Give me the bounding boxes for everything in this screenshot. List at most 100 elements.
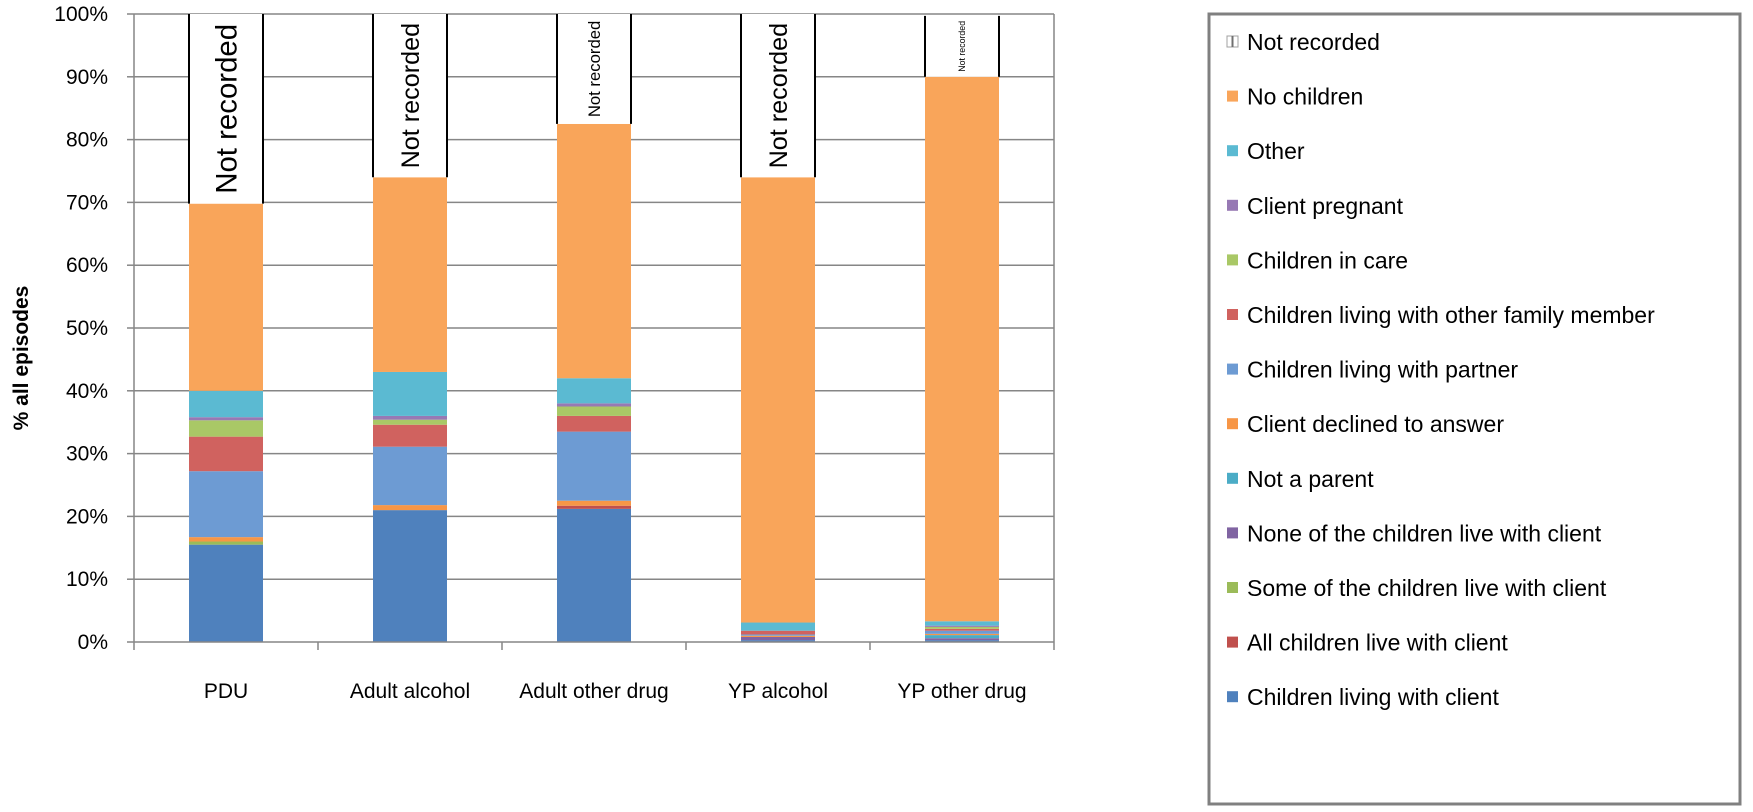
bar-segment-not-recorded	[373, 14, 447, 178]
y-tick-label: 0%	[78, 631, 108, 654]
y-tick-label: 30%	[66, 443, 108, 466]
x-category-label: Adult alcohol	[350, 680, 470, 703]
y-tick-label: 80%	[66, 129, 108, 152]
bar-segment-not-recorded	[189, 14, 263, 204]
legend-label: Other	[1247, 138, 1305, 164]
not-recorded-annotation: Not recorded	[765, 23, 793, 169]
bar-segment-no-children	[189, 203, 263, 391]
not-recorded-annotation: Not recorded	[585, 21, 604, 117]
legend-label: Not recorded	[1247, 29, 1380, 55]
y-tick-label: 10%	[66, 568, 108, 591]
bar-segment-children-in-care	[925, 626, 999, 629]
bar-segment-client-pregnant	[189, 417, 263, 421]
bar-segment-children-living-with-partner	[557, 431, 631, 501]
y-tick-label: 60%	[66, 254, 108, 277]
bar-segment-client-declined-to-answer	[189, 537, 263, 542]
bar-segment-children-in-care	[373, 419, 447, 425]
legend-item: None of the children live with client	[1227, 520, 1602, 546]
bar-segment-children-living-with-partner	[373, 446, 447, 506]
bar-segment-children-living-with-client	[373, 510, 447, 642]
bar-segment-children-living-with-other-family-member	[557, 415, 631, 432]
not-recorded-annotation: Not recorded	[210, 24, 243, 194]
bar-segment-children-living-with-partner	[925, 630, 999, 634]
legend-label: Client declined to answer	[1247, 411, 1504, 437]
legend-swatch	[1227, 636, 1238, 648]
legend-label: All children live with client	[1247, 630, 1508, 656]
legend-item: No children	[1227, 84, 1363, 110]
legend-label: None of the children live with client	[1247, 520, 1602, 546]
legend-swatch	[1227, 691, 1238, 703]
legend-label: Not a parent	[1247, 466, 1374, 492]
bar-segment-children-living-with-partner	[189, 471, 263, 538]
legend-swatch	[1227, 254, 1238, 266]
bar-segment-all-children-live-with-client	[557, 505, 631, 509]
bar-segment-other	[557, 378, 631, 404]
legend-swatch	[1227, 90, 1238, 102]
bar-segment-not-recorded	[741, 14, 815, 178]
bar-segment-other	[189, 390, 263, 418]
legend-box	[1207, 12, 1742, 806]
bar-segment-children-living-with-other-family-member	[741, 630, 815, 635]
bar-segment-children-living-with-other-family-member	[373, 424, 447, 447]
legend-swatch	[1227, 363, 1238, 375]
legend-swatch	[1227, 527, 1238, 539]
bar-segment-children-living-with-partner	[741, 634, 815, 636]
bar-segment-other	[925, 621, 999, 626]
legend-swatch	[1227, 145, 1238, 157]
bar-segment-not-a-parent	[925, 635, 999, 639]
legend-swatch	[1227, 199, 1238, 211]
legend-label: Some of the children live with client	[1247, 575, 1607, 601]
axes: 0% 10% 20% 30% 40% 50% 60% 70% 80% 90% 100% PDU Adul…	[54, 3, 1055, 703]
legend-item: Children in care	[1227, 247, 1408, 273]
legend-swatch	[1227, 418, 1238, 430]
bar-segment-children-in-care	[557, 406, 631, 416]
y-tick-label: 50%	[66, 317, 108, 340]
x-category-label: YP other drug	[897, 680, 1026, 703]
bar-segment-client-declined-to-answer	[741, 635, 815, 637]
bar-segment-children-living-with-other-family-member	[189, 436, 263, 472]
bar-segment-other	[373, 371, 447, 416]
bar-segment-no-children	[373, 177, 447, 372]
x-category-label: YP alcohol	[728, 680, 828, 703]
legend-item: Children living with other family member	[1227, 302, 1655, 328]
x-category-label: Adult other drug	[519, 680, 668, 703]
y-tick-label: 70%	[66, 191, 108, 214]
legend-item: Client pregnant	[1227, 193, 1404, 219]
bar-segment-client-pregnant	[557, 403, 631, 407]
bar-segment-client-declined-to-answer	[557, 500, 631, 506]
bar-segment-no-children	[557, 123, 631, 379]
legend: Not recorded No children Other Client pregn…	[1207, 12, 1742, 806]
legend-item: Not a parent	[1227, 466, 1374, 492]
bars	[188, 14, 1000, 642]
bar-segment-no-children	[741, 177, 815, 623]
legend-label: Children living with other family member	[1247, 302, 1655, 328]
bar-segment-some-of-the-children-live-with-client	[189, 541, 263, 545]
bar-segment-none-of-the-children-live-with-client	[925, 638, 999, 641]
bar-segment-children-living-with-client	[189, 544, 263, 642]
legend-label: Children in care	[1247, 247, 1408, 273]
legend-label: Client pregnant	[1247, 193, 1404, 219]
legend-swatch	[1227, 472, 1238, 484]
legend-label: Children living with client	[1247, 684, 1499, 710]
legend-item: All children live with client	[1227, 630, 1508, 656]
bar-segment-other	[741, 622, 815, 631]
legend-label: Children living with partner	[1247, 357, 1518, 383]
bar-segment-children-in-care	[189, 420, 263, 437]
bar-segment-children-living-with-client	[925, 640, 999, 642]
y-tick-label: 100%	[54, 3, 108, 26]
bar-segment-children-living-with-other-family-member	[925, 628, 999, 631]
legend-item: Client declined to answer	[1227, 411, 1504, 437]
bar-segment-no-children	[925, 76, 999, 622]
bar-segment-client-declined-to-answer	[925, 633, 999, 636]
legend-label: No children	[1247, 84, 1363, 110]
y-tick-label: 90%	[66, 66, 108, 89]
bar-segment-client-pregnant	[925, 625, 999, 627]
y-tick-label: 20%	[66, 505, 108, 528]
bar-segment-client-pregnant	[373, 415, 447, 420]
legend-item: Other	[1227, 138, 1305, 164]
bar-segment-client-declined-to-answer	[373, 505, 447, 511]
legend-swatch	[1227, 582, 1238, 593]
bar-segment-children-living-with-client	[557, 508, 631, 642]
legend-item: Children living with client	[1227, 684, 1499, 710]
